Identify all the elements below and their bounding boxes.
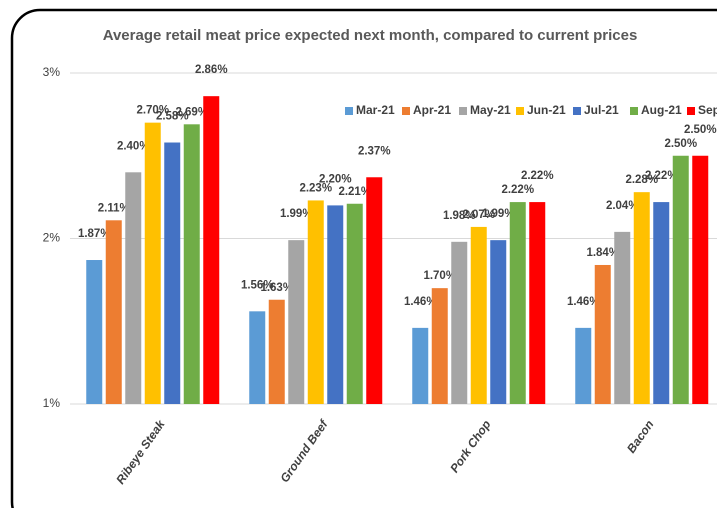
bar xyxy=(307,200,324,404)
value-label: 2.22% xyxy=(521,170,554,182)
value-label: 2.04% xyxy=(606,200,639,212)
bar xyxy=(633,192,650,404)
legend-swatch xyxy=(516,107,524,115)
y-tick-label: 3% xyxy=(43,65,61,79)
value-label: 2.86% xyxy=(195,64,228,76)
value-label: 2.58% xyxy=(156,111,189,123)
bar xyxy=(692,155,709,404)
value-label: 1.46% xyxy=(567,296,600,308)
value-label: 2.50% xyxy=(664,138,697,150)
bar xyxy=(105,220,122,404)
bar xyxy=(203,96,220,405)
legend-label: Jun-21 xyxy=(527,103,566,117)
bar xyxy=(672,155,689,404)
value-label: 1.99% xyxy=(280,208,313,220)
bar xyxy=(490,240,507,404)
bar xyxy=(144,122,161,405)
bar xyxy=(268,299,285,404)
bar xyxy=(249,311,266,404)
bar xyxy=(431,288,448,404)
legend-swatch xyxy=(573,107,581,115)
bar xyxy=(614,231,631,404)
bar xyxy=(164,142,181,404)
legend-label: Sep-21 xyxy=(698,103,717,117)
legend-label: Apr-21 xyxy=(413,103,451,117)
value-label: 1.87% xyxy=(78,228,111,240)
bar xyxy=(183,124,200,405)
bar xyxy=(412,327,429,404)
value-label: 2.22% xyxy=(501,184,534,196)
legend-swatch xyxy=(402,107,410,115)
legend-swatch xyxy=(630,107,638,115)
bar xyxy=(125,172,142,404)
legend-label: Aug-21 xyxy=(641,103,682,117)
legend-swatch xyxy=(345,107,353,115)
value-label: 2.70% xyxy=(136,105,169,117)
legend-swatch xyxy=(687,107,695,115)
bar xyxy=(346,203,363,404)
value-label: 2.37% xyxy=(358,145,391,157)
value-label: 2.21% xyxy=(338,186,371,198)
value-label: 2.23% xyxy=(299,182,332,194)
y-tick-label: 1% xyxy=(43,396,61,410)
value-label: 1.70% xyxy=(423,270,456,282)
bar xyxy=(327,205,344,404)
value-label: 1.98% xyxy=(443,210,476,222)
value-label: 2.11% xyxy=(98,202,130,214)
value-label: 2.40% xyxy=(117,140,150,152)
value-label: 2.69% xyxy=(175,106,208,118)
y-tick-label: 2% xyxy=(43,231,61,245)
bar xyxy=(529,202,546,404)
bar xyxy=(509,202,526,404)
value-label: 1.99% xyxy=(482,208,515,220)
bar xyxy=(575,327,592,404)
value-label: 1.63% xyxy=(260,282,293,294)
legend-label: Mar-21 xyxy=(356,103,395,117)
value-label: 1.56% xyxy=(241,279,274,291)
value-label: 1.46% xyxy=(404,296,437,308)
legend-label: May-21 xyxy=(470,103,511,117)
chart-title: Average retail meat price expected next … xyxy=(103,27,638,44)
value-label: 2.07% xyxy=(462,209,495,221)
legend-swatch xyxy=(459,107,467,115)
value-label: 2.28% xyxy=(625,174,658,186)
bar xyxy=(366,177,383,404)
bar xyxy=(470,226,487,404)
bar xyxy=(594,264,611,404)
value-label: 1.84% xyxy=(586,247,619,259)
value-label: 2.50% xyxy=(684,124,717,136)
value-label: 2.22% xyxy=(645,170,678,182)
bar xyxy=(451,241,468,404)
legend-label: Jul-21 xyxy=(584,103,619,117)
bar xyxy=(288,240,305,404)
bar xyxy=(86,260,103,404)
value-label: 2.20% xyxy=(319,173,352,185)
bar xyxy=(653,202,670,404)
